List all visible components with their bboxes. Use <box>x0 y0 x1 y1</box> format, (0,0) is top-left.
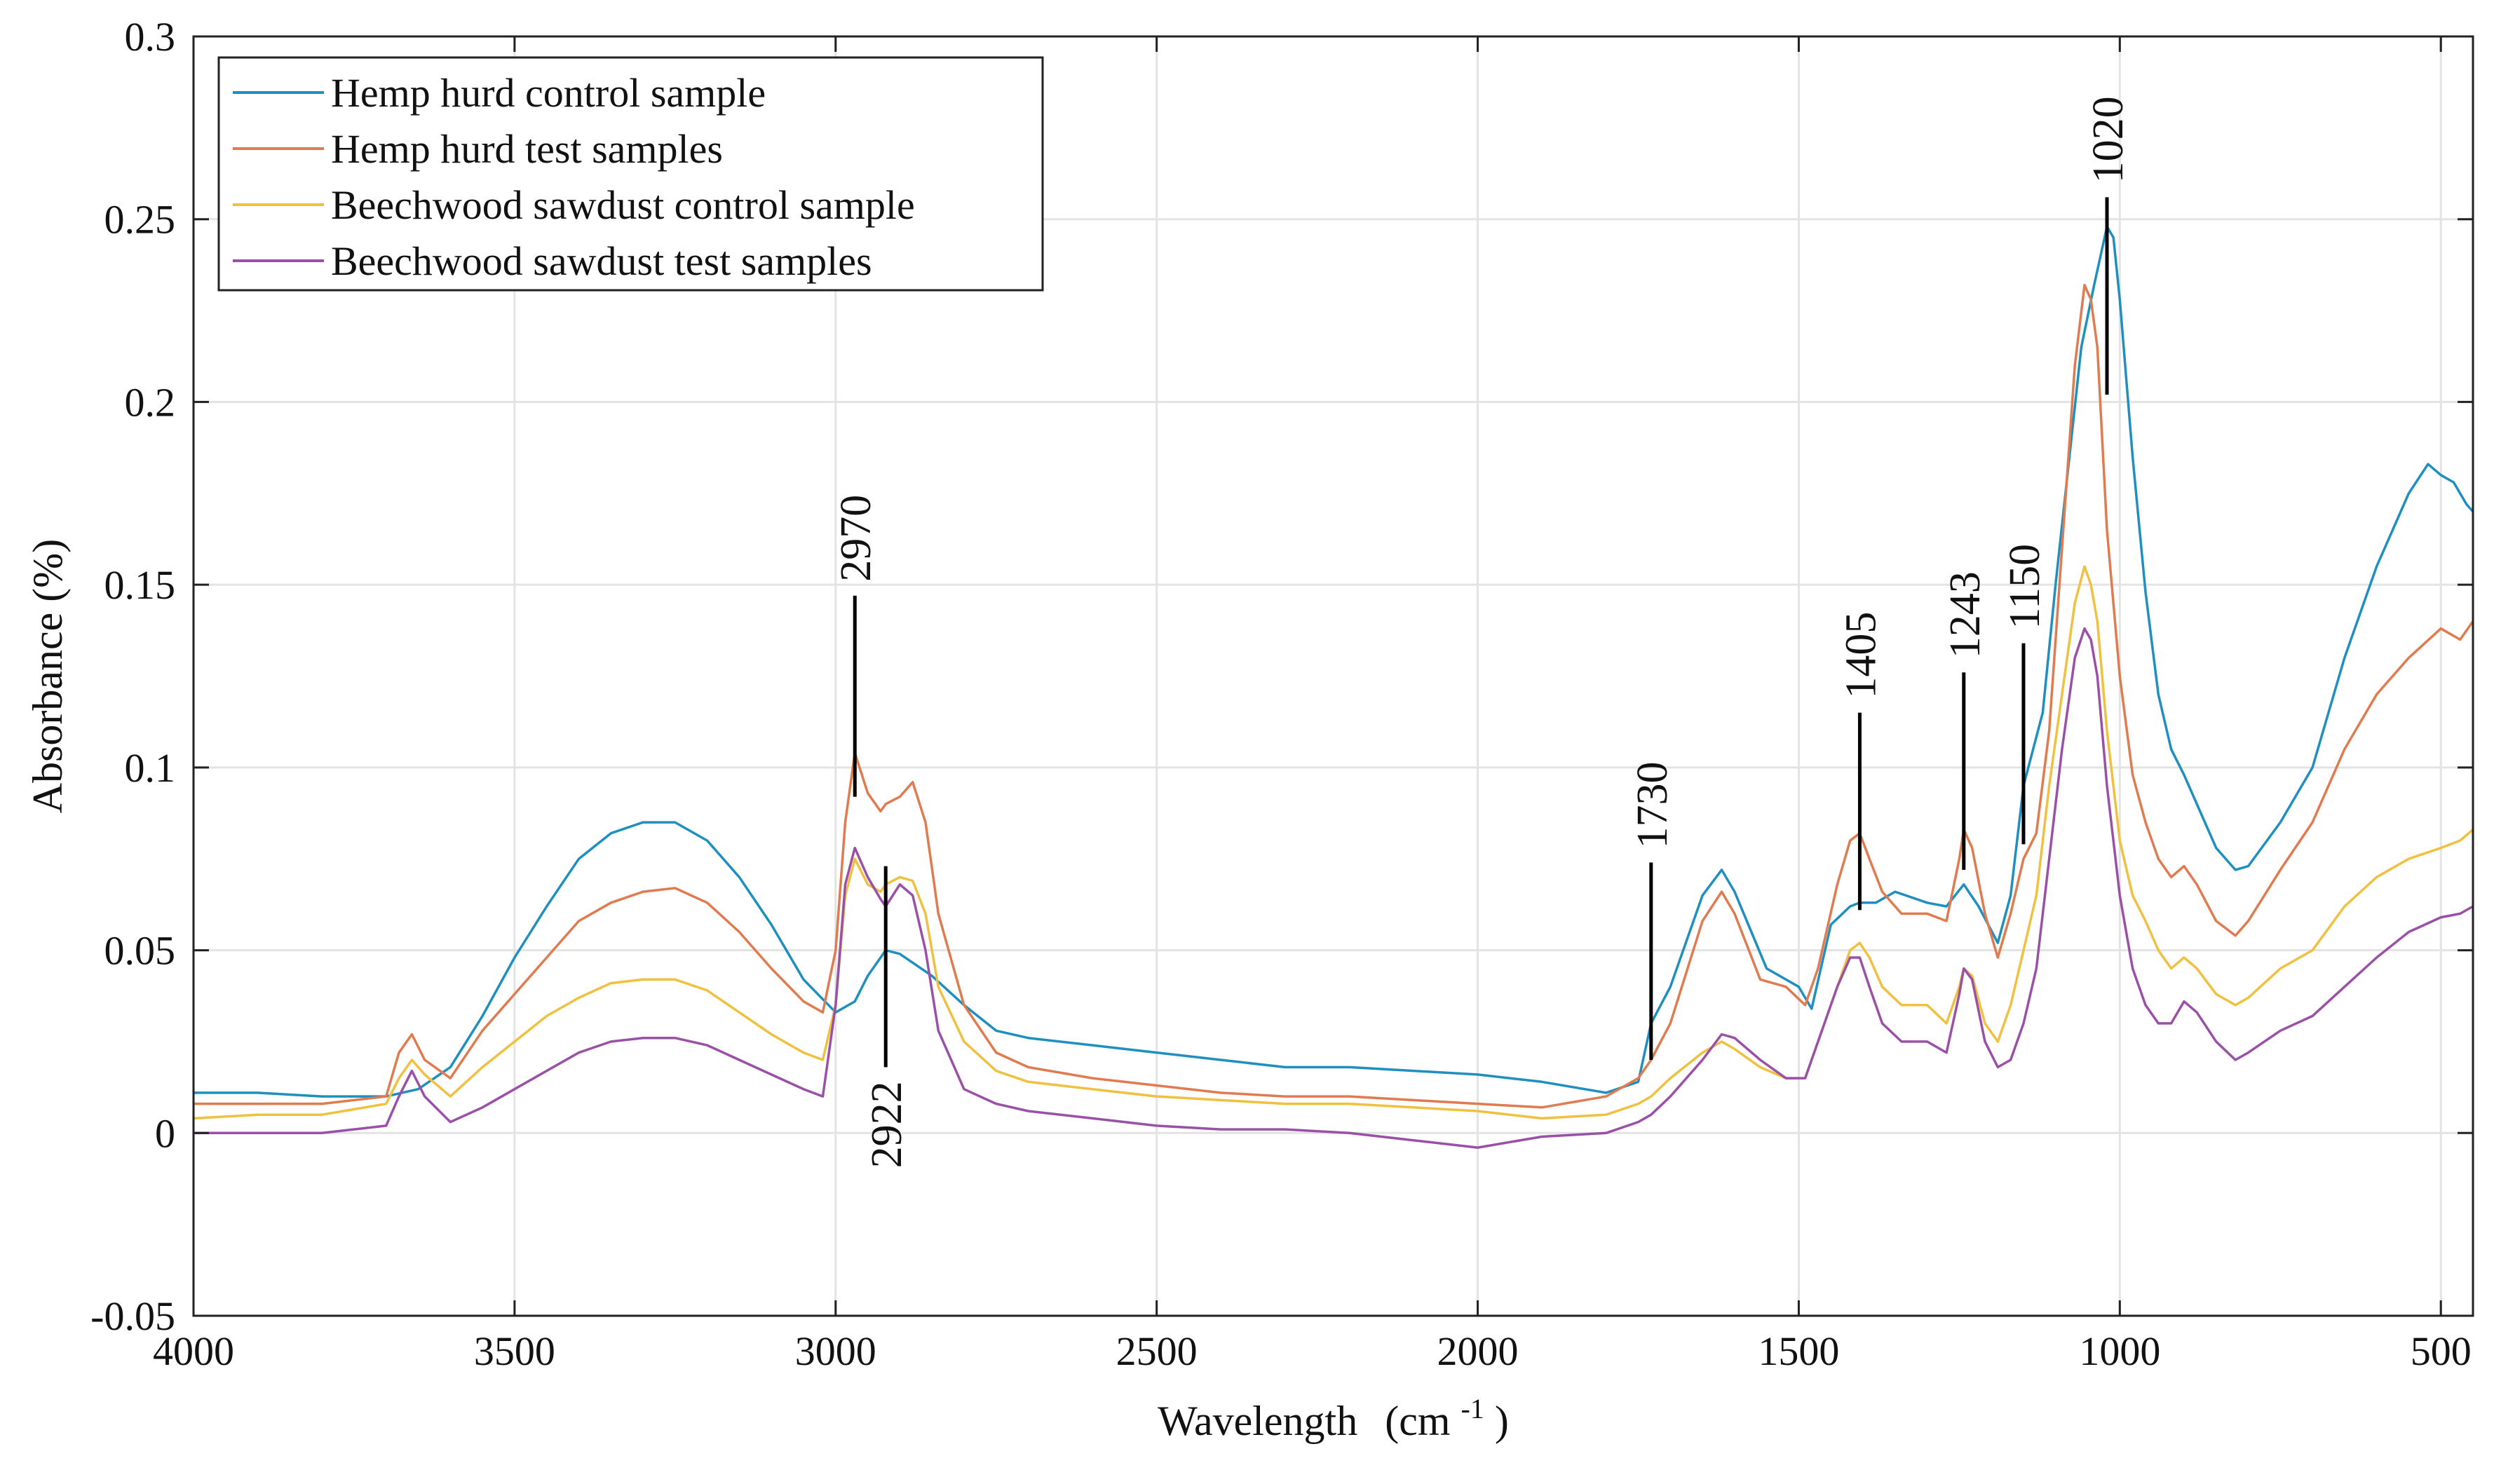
legend-entry: Hemp hurd test samples <box>331 126 723 172</box>
peak-label: 1405 <box>1837 612 1885 699</box>
y-tick-label: -0.05 <box>90 1293 175 1339</box>
legend-box <box>217 56 1044 292</box>
legend-entry: Beechwood sawdust control sample <box>331 182 915 228</box>
peak-label: 1150 <box>2001 544 2049 629</box>
y-tick-label: 0.3 <box>125 14 176 60</box>
x-tick-label: 3000 <box>795 1328 876 1374</box>
plot-frame <box>192 35 2474 1317</box>
x-axis-label-text: Wavelength <box>1158 1398 1357 1444</box>
series-line <box>194 225 2474 1098</box>
x-tick-label: 2500 <box>1116 1328 1198 1374</box>
legend-entry: Hemp hurd control sample <box>331 70 766 116</box>
y-tick-label: 0.25 <box>104 197 176 243</box>
x-tick-label: 2000 <box>1437 1328 1519 1374</box>
x-axis-unit-close: ) <box>1495 1398 1509 1444</box>
x-axis-label: Wavelength (cm -1 ) <box>1158 1381 1509 1444</box>
peak-label: 2922 <box>863 1081 911 1168</box>
y-tick-label: 0.05 <box>104 928 176 974</box>
series-line <box>193 565 2474 1120</box>
y-tick-label: 0.1 <box>125 745 176 791</box>
x-tick-label: 500 <box>2411 1328 2472 1374</box>
x-tick-label: 4000 <box>153 1328 234 1374</box>
legend: Hemp hurd control sample Hemp hurd test s… <box>217 56 1044 292</box>
x-tick-label: 3500 <box>474 1328 555 1374</box>
peak-annotations: 2970 2922 1730 1405 1243 1150 1020 <box>832 96 2132 1168</box>
series-line <box>194 283 2474 1109</box>
series-lines <box>193 225 2474 1149</box>
x-axis-unit-open: (cm <box>1385 1398 1450 1444</box>
peak-label: 2970 <box>832 495 880 582</box>
grid-lines <box>194 36 2473 1316</box>
y-tick-label: 0 <box>155 1110 175 1156</box>
axis-ticks: 4000 3500 3000 2500 2000 1500 1000 500 -0.05 0 0.0… <box>90 14 2473 1374</box>
peak-label: 1243 <box>1941 571 1989 658</box>
y-tick-label: 0.15 <box>104 562 176 608</box>
y-axis-label: Absorbance (%) <box>25 539 71 814</box>
series-line <box>194 627 2474 1149</box>
peak-label: 1020 <box>2085 96 2132 183</box>
x-tick-label: 1000 <box>2079 1328 2160 1374</box>
legend-entry: Beechwood sawdust test samples <box>331 238 872 284</box>
x-tick-label: 1500 <box>1758 1328 1839 1374</box>
x-axis-unit-superscript: -1 <box>1461 1393 1484 1424</box>
peak-label: 1730 <box>1629 761 1676 848</box>
y-tick-label: 0.2 <box>125 379 176 425</box>
